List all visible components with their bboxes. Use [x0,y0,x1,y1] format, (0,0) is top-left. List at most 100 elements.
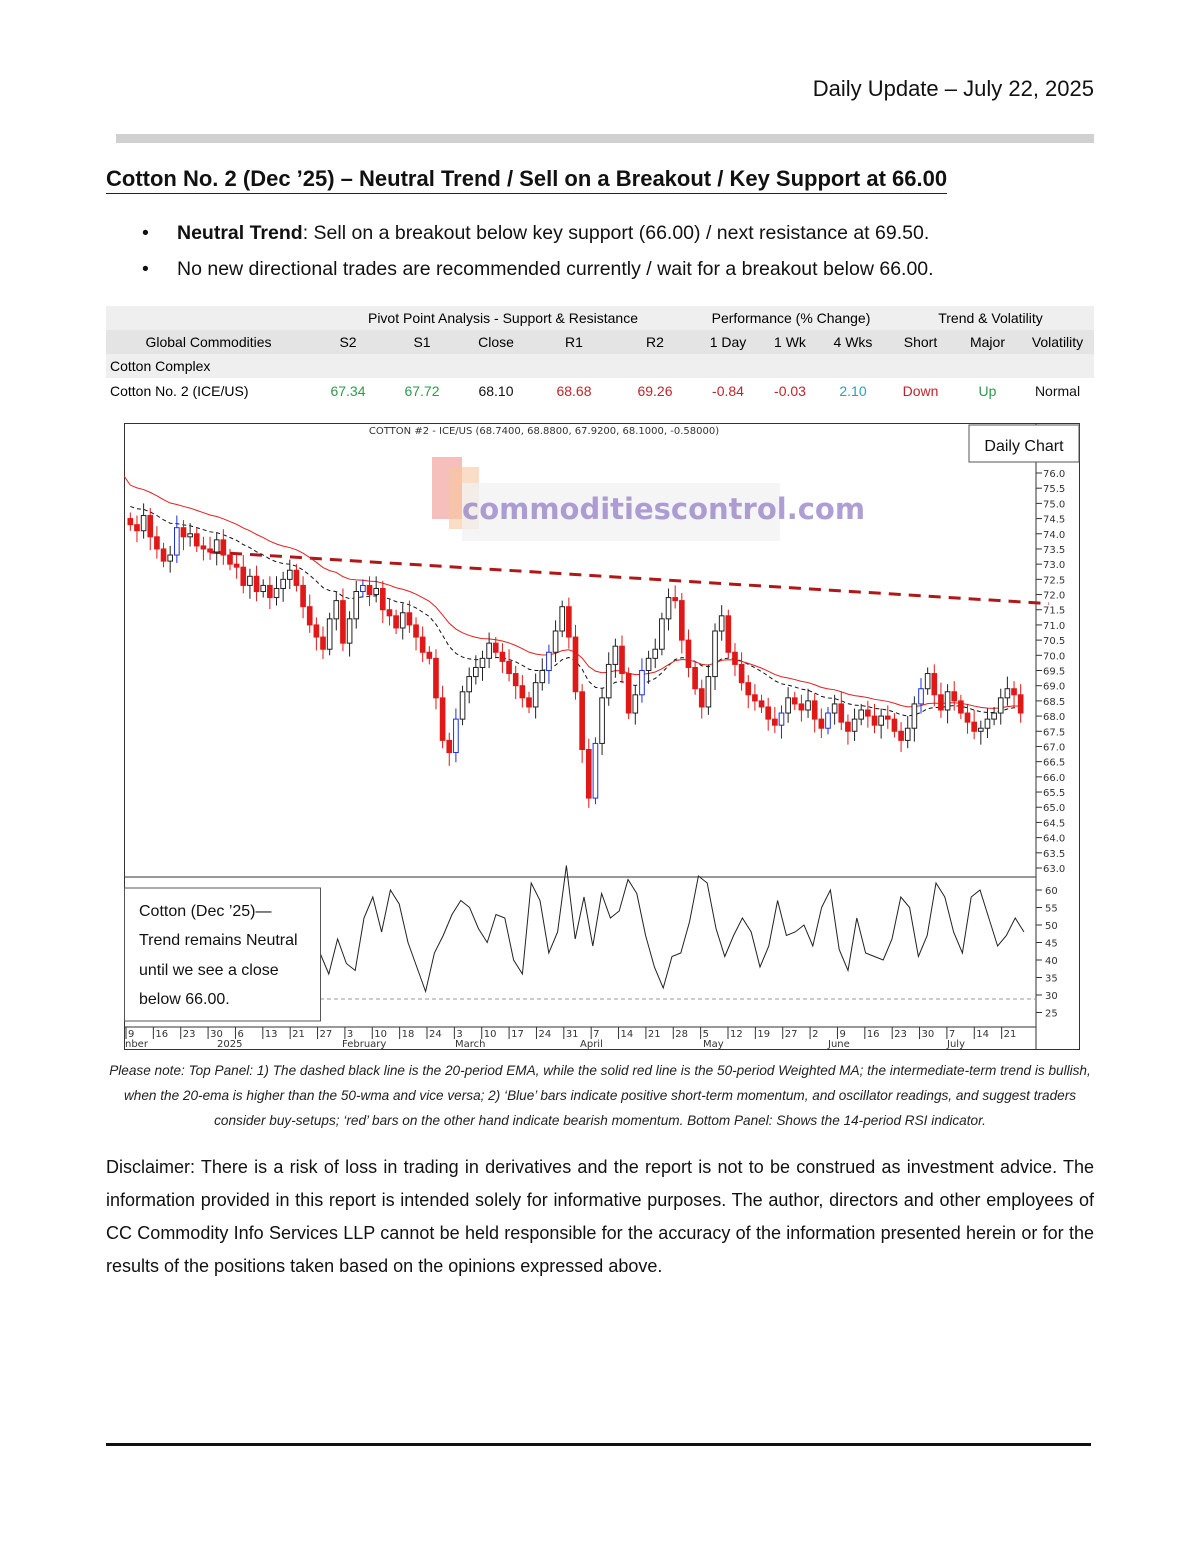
candle-body [1004,688,1011,699]
price-tick-label: 74.5 [1043,515,1065,526]
rsi-tick-label: 40 [1045,956,1058,967]
date-tick-label: 17 [511,1029,524,1040]
candle-body [572,636,579,693]
rsi-tick-label: 60 [1045,886,1058,897]
candle-body [127,518,134,526]
column-header: 1 Wk [761,330,819,354]
candle-body [592,742,599,799]
candle-body [639,670,645,696]
rsi-tick-label: 25 [1045,1009,1058,1020]
candle-body [386,609,393,617]
price-tick-label: 70.0 [1043,651,1065,662]
candle-body [772,718,778,726]
candle-body [712,630,718,678]
candle-body [659,618,665,650]
bullet-item: • No new directional trades are recommend… [140,256,934,282]
candle-body [805,700,811,711]
date-tick-label: 9 [128,1029,134,1040]
candle-body [977,727,984,732]
candle-body [207,548,213,553]
candle-body [811,700,818,720]
cell-4wks: 2.10 [839,383,867,399]
candle-body [180,527,187,538]
price-tick-label: 70.5 [1043,636,1065,647]
candle-body [865,709,871,717]
date-tick-label: 14 [621,1029,634,1040]
candle-body [393,615,399,629]
candle-body [566,606,572,638]
date-tick-label: 23 [894,1029,907,1040]
price-tick-label: 67.5 [1043,727,1065,738]
date-tick-label: 9 [839,1029,845,1040]
watermark-text: commoditiescontrol.com [462,492,865,526]
candle-body [267,584,273,599]
candle-body [526,697,532,708]
table-group-header-row: Pivot Point Analysis - Support & Resista… [106,306,1094,330]
cell-r2: 69.26 [637,383,673,399]
candle-body [918,688,924,705]
table-column-header-row: Global Commodities S2 S1 Close R1 R2 1 D… [106,330,1094,354]
month-label: July [946,1039,965,1050]
price-tick-label: 68.5 [1043,697,1065,708]
candle-body [453,718,459,754]
group-label: Cotton Complex [106,354,1094,378]
annotation-line: Cotton (Dec ’25)— [139,903,272,920]
date-tick-label: 12 [730,1029,743,1040]
price-tick-label: 74.0 [1043,530,1065,541]
candle-body [1017,694,1024,714]
candle-body [506,660,512,675]
cell-s1: 67.72 [404,383,440,399]
candle-body [798,703,805,711]
candle-body [752,694,758,702]
price-chart: COTTON #2 - ICE/US (68.7400, 68.8800, 67… [123,423,1080,1050]
note-text: Please note: Top Panel: 1) The dashed bl… [109,1063,1091,1128]
candle-body [931,673,938,696]
candle-body [725,615,732,653]
pivot-table: Pivot Point Analysis - Support & Resista… [106,306,1094,404]
price-tick-label: 63.5 [1043,849,1065,860]
candle-body [758,700,765,708]
candle-body [320,636,326,650]
column-header: Close [459,330,533,354]
candle-body [200,545,207,550]
date-tick-label: 30 [210,1029,223,1040]
candle-body [958,700,964,714]
column-header: 1 Day [695,330,761,354]
month-label: April [580,1039,603,1050]
candle-body [778,712,785,726]
column-header: Short [887,330,954,354]
candle-body [685,639,692,668]
candle-body [745,682,752,696]
month-label: May [703,1039,724,1050]
date-tick-label: 27 [785,1029,798,1040]
group-header-performance: Performance (% Change) [695,306,887,330]
candle-body [765,706,772,720]
date-tick-label: 2 [812,1029,818,1040]
date-tick-label: 28 [675,1029,688,1040]
candle-body [652,648,659,659]
candle-body [519,685,526,699]
wma-50-line [123,475,1021,709]
candle-body [247,575,253,586]
candle-body [984,718,991,729]
column-header: S1 [385,330,459,354]
table-group-row: Cotton Complex [106,354,1094,378]
resistance-line-group [209,550,1050,606]
date-tick-label: 5 [703,1029,709,1040]
price-tick-label: 65.0 [1043,803,1065,814]
price-tick-label: 66.0 [1043,773,1065,784]
candle-body [791,697,798,705]
date-tick-label: 24 [538,1029,551,1040]
column-header: Global Commodities [106,330,311,354]
date-tick-label: 24 [429,1029,442,1040]
date-tick-label: 18 [402,1029,415,1040]
date-tick-label: 10 [484,1029,497,1040]
price-tick-label: 63.0 [1043,864,1065,875]
candle-body [878,715,884,726]
annotation-line: until we see a close [139,962,279,979]
candle-body [559,606,566,632]
price-tick-label: 76.0 [1043,469,1065,480]
candle-body [904,727,911,741]
candle-body [891,718,898,732]
candle-body [884,715,891,720]
